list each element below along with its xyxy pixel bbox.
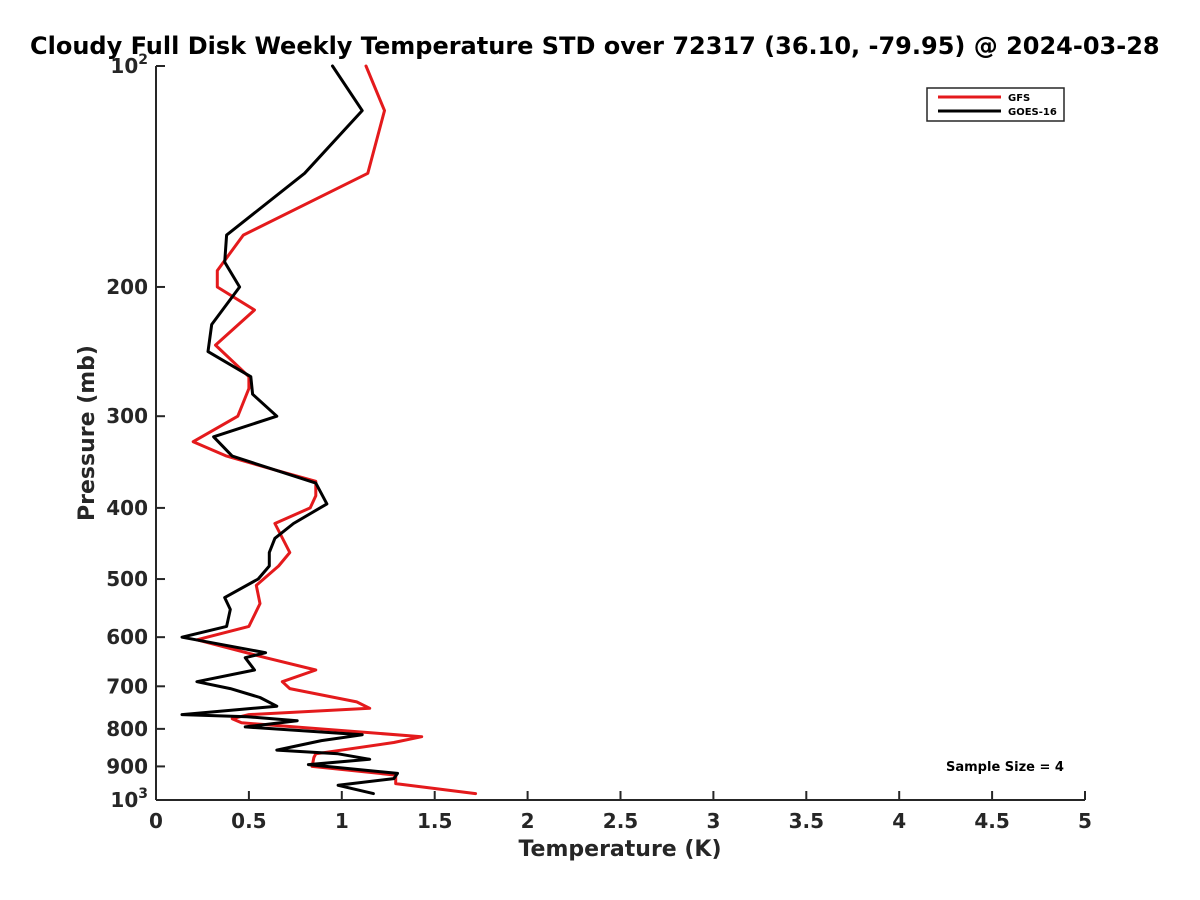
y-tick-label: 300: [106, 404, 148, 428]
y-tick-label: 700: [106, 674, 148, 698]
chart-title: Cloudy Full Disk Weekly Temperature STD …: [30, 32, 1160, 60]
legend-box: [926, 87, 1065, 122]
series-line-gfs: [191, 64, 478, 796]
y-tick-label: 800: [106, 717, 148, 741]
x-tick-label: 4.5: [974, 809, 1009, 833]
x-tick-label: 0: [149, 809, 163, 833]
series-layer: [180, 64, 478, 796]
x-tick-label: 2: [521, 809, 535, 833]
x-tick-label: 5: [1078, 809, 1092, 833]
x-tick-label: 1: [335, 809, 349, 833]
y-tick-label: 400: [106, 496, 148, 520]
y-axis-label: Pressure (mb): [75, 345, 100, 521]
y-tick-label: 900: [106, 754, 148, 778]
y-tick-label: 200: [106, 275, 148, 299]
x-tick-label: 3.5: [789, 809, 824, 833]
y-tick-label: 103: [110, 786, 148, 812]
series-line-goes-16: [180, 64, 399, 796]
x-tick-label: 2.5: [603, 809, 638, 833]
axes: 0 0.5 1 1.5 2 2.5 3 3.5 4 4.5 5 102 200 300 400 500 600 7…: [106, 52, 1092, 833]
x-tick-label: 0.5: [231, 809, 266, 833]
y-tick-label: 500: [106, 567, 148, 591]
sample-size-annotation: Sample Size = 4: [946, 760, 1064, 775]
x-tick-label: 1.5: [417, 809, 452, 833]
legend: GFS GOES-16: [926, 87, 1065, 122]
legend-label: GOES-16: [1008, 107, 1057, 118]
y-tick-label: 102: [110, 52, 148, 78]
legend-label: GFS: [1008, 93, 1030, 104]
y-tick-label: 600: [106, 625, 148, 649]
x-tick-label: 4: [892, 809, 906, 833]
x-tick-label: 3: [706, 809, 720, 833]
x-axis-label: Temperature (K): [518, 837, 721, 862]
